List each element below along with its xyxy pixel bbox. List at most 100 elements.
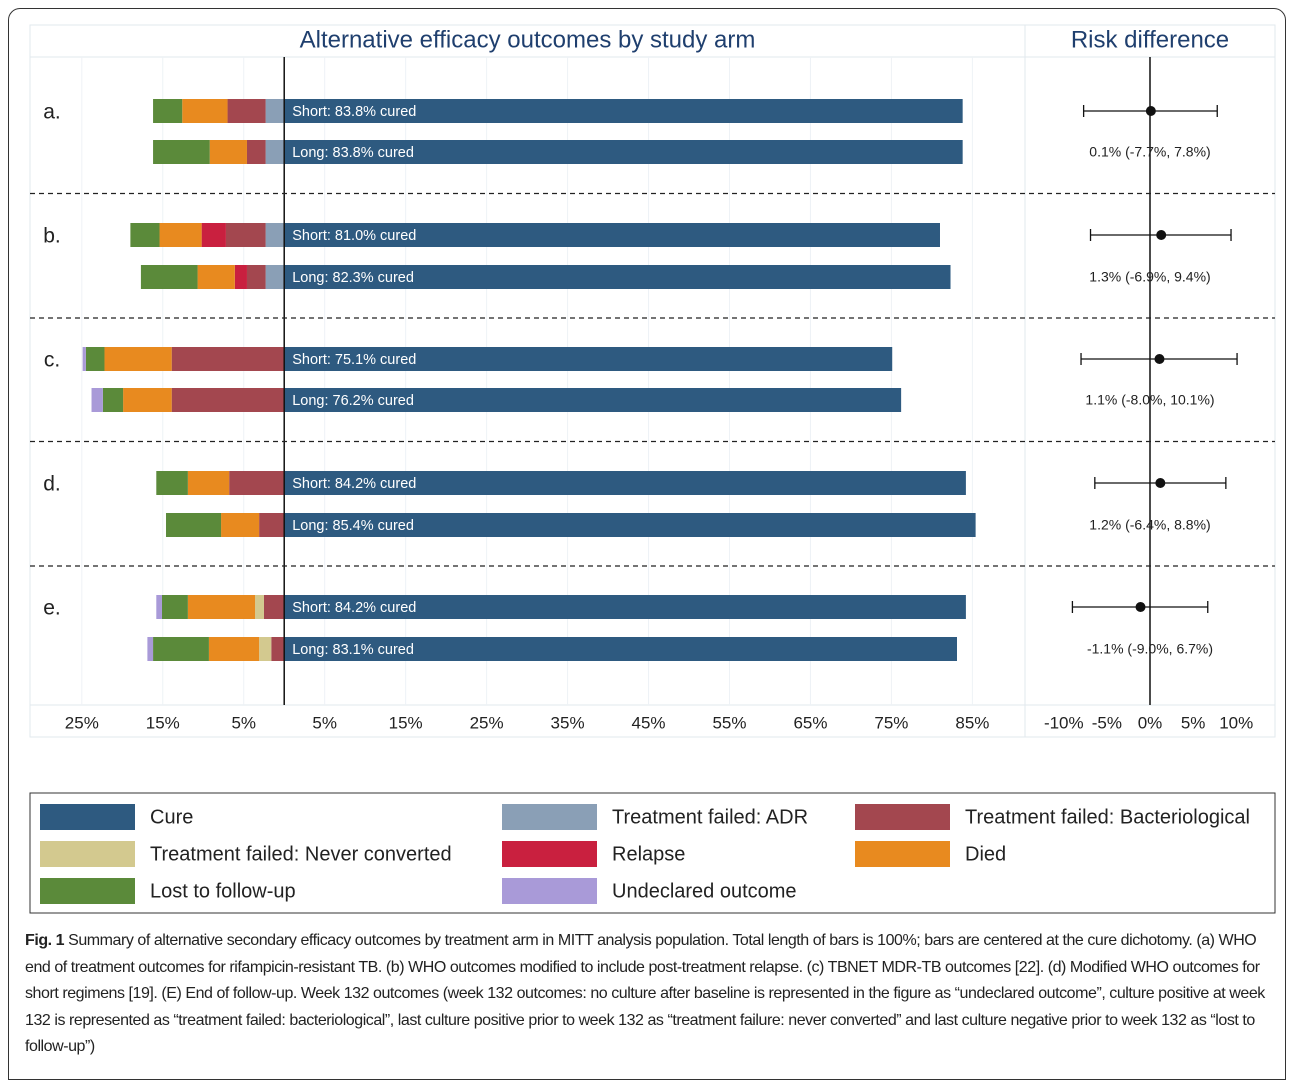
estimate-label: 0.1% (-7.7%, 7.8%) (1089, 144, 1210, 160)
cure-bar (284, 99, 963, 123)
bar-label: Short: 84.2% cured (292, 600, 416, 616)
cure-bar (284, 595, 966, 619)
legend-label: Treatment failed: Never converted (150, 843, 452, 865)
outcome-bar (265, 265, 285, 289)
bar-label: Long: 83.8% cured (292, 145, 414, 161)
estimate-label: 1.1% (-8.0%, 10.1%) (1085, 392, 1214, 408)
outcome-bar (104, 347, 172, 371)
chart-title: Risk difference (1071, 26, 1229, 53)
outcome-bar (123, 388, 172, 412)
outcome-bar (102, 388, 124, 412)
outcome-bar (166, 513, 222, 537)
x-tick-label: 75% (874, 713, 908, 732)
outcome-bar (153, 140, 210, 164)
legend-label: Died (965, 843, 1006, 865)
bar-label: Long: 76.2% cured (292, 393, 414, 409)
x-tick-label: 10% (1219, 713, 1253, 732)
legend-swatch (40, 841, 135, 867)
x-tick-label: 5% (312, 713, 337, 732)
legend-swatch (502, 841, 597, 867)
outcome-bar (255, 595, 264, 619)
outcome-bar (156, 471, 188, 495)
outcome-bar (130, 223, 160, 247)
outcome-bar (246, 265, 266, 289)
outcome-bar (197, 265, 235, 289)
outcome-bar (208, 637, 260, 661)
x-tick-label: -5% (1092, 713, 1122, 732)
outcome-bar (229, 471, 285, 495)
outcome-bar (265, 223, 285, 247)
x-tick-label: 35% (551, 713, 585, 732)
outcome-bar (259, 513, 285, 537)
estimate-label: -1.1% (-9.0%, 6.7%) (1087, 641, 1213, 657)
bar-label: Short: 84.2% cured (292, 476, 416, 492)
x-tick-label: 85% (955, 713, 989, 732)
bar-label: Long: 85.4% cured (292, 518, 414, 534)
outcome-bar (265, 140, 285, 164)
caption-label: Fig. 1 (25, 932, 65, 949)
cure-bar (284, 471, 966, 495)
legend-label: Treatment failed: Bacteriological (965, 806, 1250, 828)
estimate-point (1155, 478, 1166, 488)
outcome-bar (159, 223, 202, 247)
outcome-bar (225, 223, 266, 247)
legend-swatch (855, 804, 950, 830)
x-tick-label: 25% (65, 713, 99, 732)
outcome-bar (82, 347, 86, 371)
outcome-bar (140, 265, 198, 289)
x-tick-label: 55% (712, 713, 746, 732)
cure-bar (284, 637, 957, 661)
bar-label: Short: 81.0% cured (292, 228, 416, 244)
estimate-label: 1.3% (-6.9%, 9.4%) (1089, 269, 1210, 285)
outcome-bar (147, 637, 154, 661)
cure-bar (284, 223, 940, 247)
outcome-bar (156, 595, 162, 619)
cure-bar (284, 265, 951, 289)
group-label: a. (43, 101, 61, 124)
axis-strip (1024, 704, 1276, 738)
legend-swatch (502, 804, 597, 830)
legend-box (29, 792, 1276, 914)
estimate-label: 1.2% (-6.4%, 8.8%) (1089, 517, 1210, 533)
estimate-point (1145, 106, 1156, 116)
outcome-bar (187, 471, 230, 495)
legend-label: Undeclared outcome (612, 880, 797, 902)
group-label: c. (44, 349, 60, 372)
legend-swatch (855, 841, 950, 867)
outcome-bar (259, 637, 272, 661)
estimate-point (1156, 230, 1167, 240)
outcome-bar (187, 595, 256, 619)
outcome-bar (265, 99, 285, 123)
legend-label: Lost to follow-up (150, 880, 296, 902)
panel-header (1024, 24, 1276, 58)
outcome-bar (263, 595, 285, 619)
x-tick-label: -10% (1044, 713, 1084, 732)
caption: Fig. 1 Summary of alternative secondary … (25, 928, 1265, 1061)
cure-bar (284, 347, 893, 371)
x-tick-label: 0% (1138, 713, 1163, 732)
x-tick-label: 5% (1181, 713, 1206, 732)
x-tick-label: 15% (146, 713, 180, 732)
bar-label: Long: 83.1% cured (292, 642, 414, 658)
outcome-bar (171, 388, 285, 412)
estimate-point (1154, 354, 1165, 364)
legend-label: Treatment failed: ADR (612, 806, 808, 828)
group-label: d. (43, 473, 61, 496)
outcome-bar (85, 347, 105, 371)
legend-label: Relapse (612, 843, 685, 865)
outcome-bar (246, 140, 266, 164)
x-tick-label: 5% (231, 713, 256, 732)
outcome-bar (171, 347, 285, 371)
caption-text: Summary of alternative secondary efficac… (25, 932, 1265, 1055)
legend-swatch (40, 804, 135, 830)
x-tick-label: 65% (793, 713, 827, 732)
outcome-bar (161, 595, 188, 619)
x-tick-label: 25% (470, 713, 504, 732)
outcome-bar (153, 637, 209, 661)
chart-title: Alternative efficacy outcomes by study a… (300, 26, 756, 53)
legend-swatch (40, 878, 135, 904)
bar-label: Short: 83.8% cured (292, 104, 416, 120)
outcome-bar (221, 513, 260, 537)
outcome-bar (153, 99, 183, 123)
